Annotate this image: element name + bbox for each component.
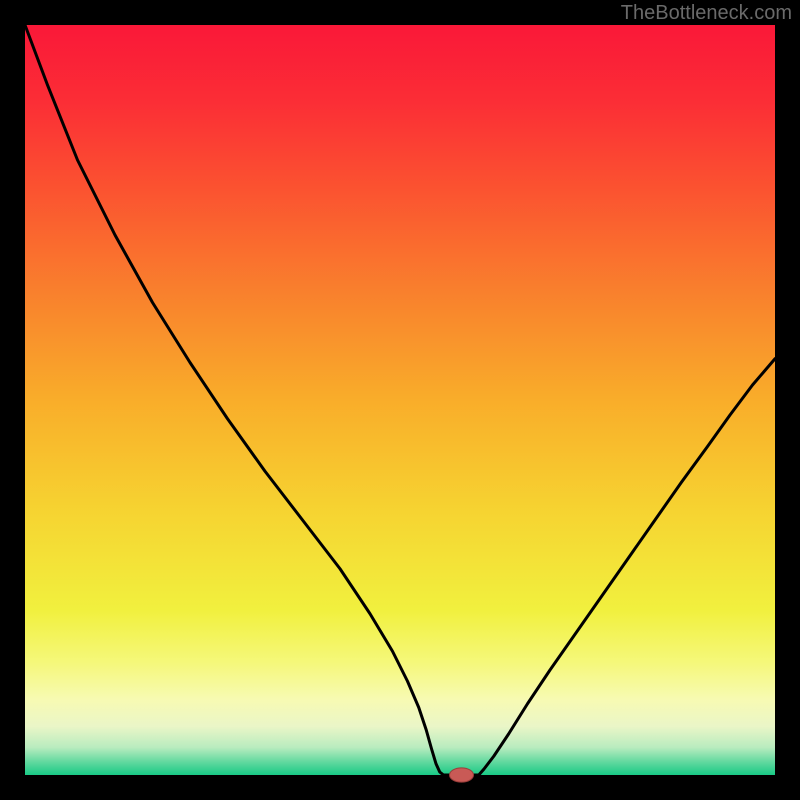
chart-svg	[0, 0, 800, 800]
chart-background	[25, 25, 775, 775]
bottleneck-chart: TheBottleneck.com	[0, 0, 800, 800]
optimal-point-marker	[450, 768, 474, 782]
